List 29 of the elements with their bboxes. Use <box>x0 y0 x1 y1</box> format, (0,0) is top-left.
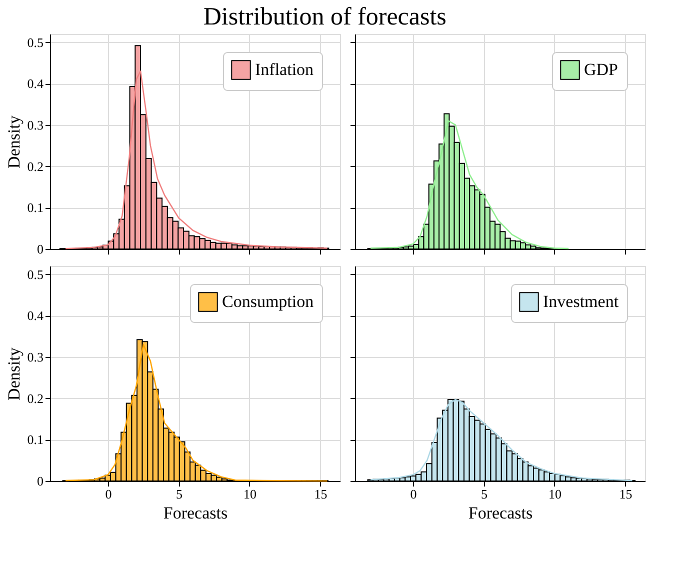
x-tick-label: 15 <box>314 486 328 502</box>
x-tick-label: 15 <box>619 486 632 502</box>
y-tick-label: 0 <box>37 242 44 256</box>
x-tick-label: 10 <box>548 486 562 502</box>
x-tick-label: 0 <box>105 486 112 502</box>
y-tick-label: 0.2 <box>27 158 44 174</box>
x-tick-label: 5 <box>176 486 182 502</box>
x-axis-title: Forecasts <box>163 504 228 522</box>
y-tick-label: 0.1 <box>27 432 44 448</box>
legend-label: Consumption <box>222 292 314 311</box>
x-tick-label: 10 <box>243 486 256 502</box>
legend-label: GDP <box>584 60 618 79</box>
y-tick-label: 0.2 <box>27 390 44 406</box>
y-tick-label: 0.3 <box>27 349 44 364</box>
y-tick-label: 0.4 <box>27 308 44 324</box>
y-tick-label: 0.4 <box>27 76 44 92</box>
chart-title: Distribution of forecasts <box>203 4 446 30</box>
y-tick-label: 0 <box>37 474 44 488</box>
y-axis-title: Density <box>4 115 24 168</box>
y-tick-label: 0.3 <box>27 117 44 132</box>
y-axis-title: Density <box>4 347 24 400</box>
x-axis-title: Forecasts <box>468 504 533 522</box>
y-tick-label: 0.5 <box>27 34 44 50</box>
y-tick-label: 0.1 <box>27 200 44 216</box>
y-tick-label: 0.5 <box>27 266 44 282</box>
x-tick-label: 0 <box>410 486 417 502</box>
legend-label: Inflation <box>255 60 314 79</box>
legend-label: Investment <box>543 292 619 311</box>
x-tick-label: 5 <box>480 486 488 502</box>
